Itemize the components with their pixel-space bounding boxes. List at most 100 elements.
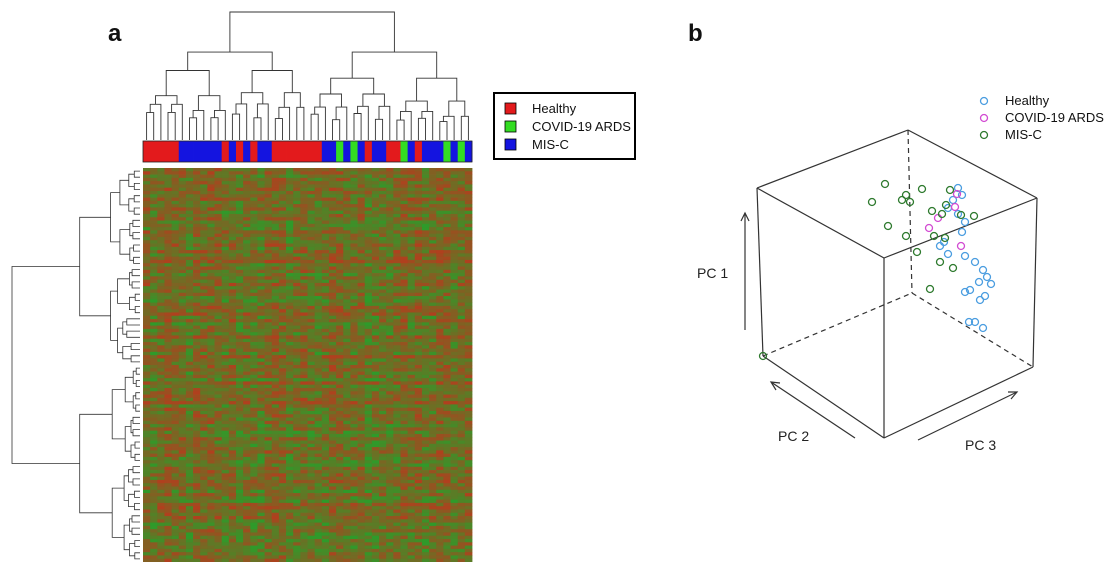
heatmap-cell: [178, 424, 187, 428]
heatmap-cell: [150, 489, 158, 494]
heatmap-cell: [321, 496, 330, 501]
heatmap-cell: [250, 230, 258, 235]
heatmap-cell: [235, 322, 244, 326]
heatmap-cell: [450, 168, 459, 172]
heatmap-cell: [228, 450, 237, 455]
heatmap-cell: [200, 374, 208, 379]
heatmap-cell: [343, 407, 351, 412]
heatmap-cell: [450, 233, 459, 238]
heatmap-cell: [429, 496, 437, 501]
heatmap-cell: [400, 387, 409, 392]
heatmap-cell: [336, 312, 344, 317]
dendrogram-branch: [378, 105, 391, 140]
heatmap-cell: [300, 266, 308, 271]
heatmap-cell: [143, 420, 151, 425]
heatmap-cell: [193, 407, 201, 412]
heatmap-cell: [171, 506, 180, 510]
heatmap-cell: [243, 168, 251, 172]
heatmap-cell: [300, 279, 308, 284]
heatmap-cell: [264, 184, 273, 189]
heatmap-cell: [407, 213, 416, 218]
heatmap-cell: [350, 174, 358, 179]
heatmap-cell: [286, 506, 294, 510]
heatmap-cell: [214, 512, 223, 517]
heatmap-cell: [264, 213, 273, 218]
heatmap-cell: [257, 217, 265, 221]
heatmap-cell: [278, 401, 287, 405]
heatmap-cell: [450, 342, 459, 346]
heatmap-cell: [193, 443, 201, 448]
heatmap-cell: [314, 322, 323, 326]
heatmap-cell: [400, 378, 409, 382]
heatmap-cell: [429, 394, 437, 399]
heatmap-cell: [314, 236, 323, 241]
heatmap-cell: [286, 355, 294, 359]
heatmap-cell: [429, 453, 437, 458]
heatmap-cell: [200, 207, 208, 212]
heatmap-cell: [357, 181, 366, 185]
heatmap-cell: [386, 437, 394, 441]
heatmap-cell: [407, 263, 416, 267]
heatmap-cell: [321, 417, 330, 422]
heatmap-cell: [350, 328, 358, 333]
group-bar-cell: [393, 141, 401, 162]
heatmap-cell: [200, 246, 208, 251]
heatmap-cell: [228, 315, 237, 320]
heatmap-cell: [243, 177, 251, 182]
heatmap-cell: [278, 259, 287, 264]
heatmap-cell: [221, 358, 230, 363]
heatmap-cell: [228, 374, 237, 379]
heatmap-cell: [429, 371, 437, 376]
heatmap-cell: [321, 171, 330, 175]
heatmap-cell: [207, 213, 215, 218]
heatmap-cell: [228, 391, 237, 395]
heatmap-cell: [386, 276, 394, 281]
heatmap-cell: [400, 230, 409, 235]
heatmap-cell: [457, 289, 466, 294]
heatmap-cell: [143, 407, 151, 412]
heatmap-cell: [443, 319, 451, 323]
heatmap-cell: [178, 502, 187, 507]
heatmap-cell: [300, 368, 308, 372]
heatmap-cell: [443, 263, 451, 267]
heatmap-cell: [250, 509, 258, 514]
heatmap-cell: [343, 417, 351, 422]
heatmap-cell: [257, 463, 265, 468]
heatmap-cell: [200, 256, 208, 261]
heatmap-cell: [164, 190, 173, 195]
heatmap-cell: [336, 361, 344, 366]
heatmap-cell: [221, 342, 230, 346]
dendrogram-branch: [421, 110, 434, 140]
heatmap-cell: [278, 325, 287, 330]
heatmap-cell: [336, 424, 344, 428]
heatmap-cell: [400, 197, 409, 202]
heatmap-cell: [286, 223, 294, 228]
heatmap-cell: [278, 250, 287, 254]
heatmap-cell: [350, 486, 358, 491]
heatmap-cell: [436, 266, 444, 271]
heatmap-cell: [286, 309, 294, 313]
heatmap-cell: [407, 322, 416, 326]
heatmap-cell: [336, 427, 344, 432]
heatmap-cell: [414, 246, 423, 251]
heatmap-cell: [278, 417, 287, 422]
heatmap-cell: [386, 328, 394, 333]
heatmap-cell: [464, 489, 473, 494]
heatmap-cell: [364, 486, 373, 491]
heatmap-cell: [257, 374, 265, 379]
heatmap-cell: [193, 213, 201, 218]
heatmap-cell: [264, 407, 273, 412]
heatmap-cell: [450, 365, 459, 369]
heatmap-cell: [357, 240, 366, 244]
heatmap-cell: [407, 486, 416, 491]
heatmap-cell: [185, 365, 194, 369]
heatmap-cell: [379, 410, 387, 415]
heatmap-cell: [271, 256, 280, 261]
heatmap-cell: [207, 292, 215, 297]
heatmap-cell: [443, 309, 451, 313]
heatmap-cell: [386, 476, 394, 481]
heatmap-cell: [221, 325, 230, 330]
heatmap-cell: [286, 243, 294, 248]
heatmap-cell: [371, 240, 380, 244]
heatmap-cell: [386, 256, 394, 261]
